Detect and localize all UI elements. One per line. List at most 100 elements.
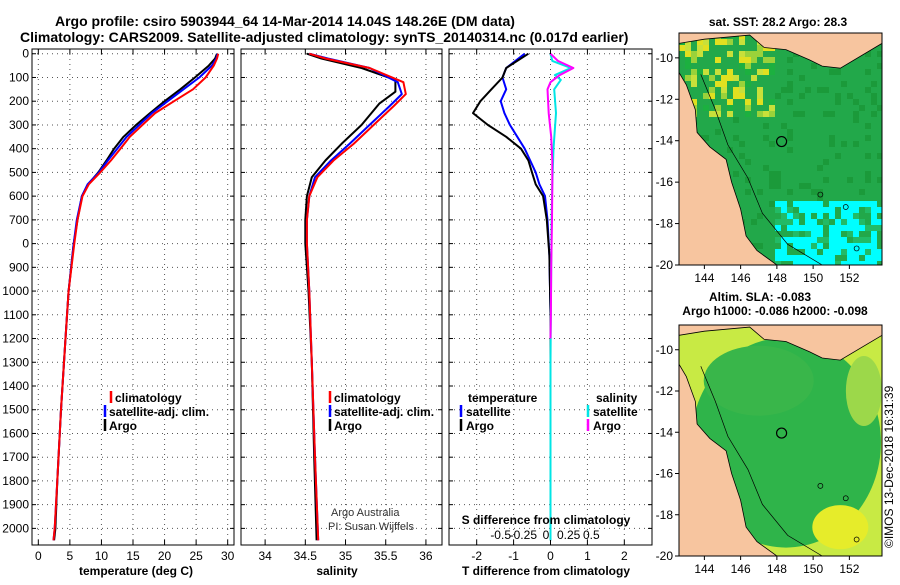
title-line-2: Climatology: CARS2009. Satellite-adjuste… — [20, 29, 628, 45]
sst-cell — [781, 255, 787, 261]
sst-cell — [847, 255, 853, 261]
s-tick-label: -0.25 — [510, 528, 538, 542]
sst-cell — [847, 219, 853, 225]
sst-cell — [829, 243, 835, 249]
sst-cell — [811, 243, 817, 249]
sst-cell — [787, 99, 793, 105]
legend-t-satellite: satellite — [466, 405, 511, 419]
sst-cell — [847, 243, 853, 249]
land-australia — [679, 363, 778, 556]
sst-cell — [745, 189, 751, 195]
sst-cell — [853, 207, 859, 213]
title-line-1: Argo profile: csiro 5903944_64 14-Mar-20… — [55, 13, 515, 29]
sst-cell — [847, 207, 853, 213]
sst-cell — [787, 57, 793, 63]
sst-cell — [847, 225, 853, 231]
sst-cell — [853, 141, 859, 147]
sst-cell — [811, 219, 817, 225]
map-y-tick-label: -16 — [656, 467, 674, 481]
y-tick-label: 900 — [9, 260, 29, 274]
island — [853, 245, 860, 252]
series-line — [52, 53, 220, 541]
sst-cell — [733, 87, 739, 93]
legend-climatology: climatology — [115, 391, 182, 405]
sst-cell — [829, 201, 835, 207]
sst-cell — [829, 141, 835, 147]
sst-cell — [721, 93, 727, 99]
map-y-tick-label: -14 — [656, 134, 674, 148]
series-line — [305, 52, 407, 541]
sst-cell — [859, 219, 865, 225]
sst-cell — [877, 153, 882, 159]
sst-cell — [877, 51, 882, 57]
map-y-tick-label: -10 — [656, 343, 674, 357]
sst-cell — [727, 99, 733, 105]
sst-cell — [781, 249, 787, 255]
sst-cell — [805, 183, 811, 189]
sst-cell — [781, 219, 787, 225]
sst-cell — [871, 231, 877, 237]
sst-cell — [733, 171, 739, 177]
x-tick-label: 25 — [189, 549, 203, 563]
sst-cell — [835, 219, 841, 225]
sst-cell — [757, 69, 763, 75]
sst-cell — [805, 243, 811, 249]
sst-cell — [841, 201, 847, 207]
legend-satellite: satellite-adj. clim. — [334, 405, 434, 419]
legend-climatology: climatology — [334, 391, 401, 405]
sst-cell — [781, 243, 787, 249]
map-x-tick-label: 144 — [694, 562, 714, 576]
x-tick-label: 35 — [339, 549, 353, 563]
temperature-xlabel: temperature (deg C) — [79, 564, 193, 578]
x-tick-label: 35.5 — [374, 549, 398, 563]
sst-cell — [823, 111, 829, 117]
sst-cell — [757, 87, 763, 93]
sst-cell — [877, 255, 882, 261]
sst-cell — [853, 213, 859, 219]
sst-cell — [805, 255, 811, 261]
y-tick-label: 600 — [9, 189, 29, 203]
sst-cell — [847, 177, 853, 183]
sst-cell — [835, 99, 841, 105]
map-y-tick-label: -12 — [656, 384, 674, 398]
sst-map: 144 146 148 150 152 -10 -12 -14 -16 -18 -20 — [656, 32, 883, 285]
sst-cell — [841, 243, 847, 249]
sst-cell — [715, 111, 721, 117]
sst-cell — [871, 249, 877, 255]
sst-cell — [853, 237, 859, 243]
sst-cell — [853, 201, 859, 207]
sst-map-title: sat. SST: 28.2 Argo: 28.3 — [709, 15, 848, 29]
sst-cell — [811, 249, 817, 255]
x-tick-label: 0 — [547, 549, 554, 563]
sst-cell — [841, 213, 847, 219]
y-tick-label: 1300 — [2, 355, 29, 369]
sst-cell — [841, 219, 847, 225]
x-tick-label: -1 — [508, 549, 519, 563]
sst-cell — [697, 51, 703, 57]
sst-cell — [871, 261, 877, 265]
sst-cell — [829, 69, 835, 75]
sst-cell — [817, 261, 823, 265]
sst-cell — [865, 123, 871, 129]
sst-cell — [691, 75, 697, 81]
salinity-xlabel: salinity — [316, 564, 358, 578]
sst-cell — [811, 255, 817, 261]
sst-cell — [799, 225, 805, 231]
sst-cell — [871, 255, 877, 261]
sst-cell — [877, 225, 882, 231]
sst-cell — [859, 189, 865, 195]
island — [817, 191, 824, 198]
sst-cell — [841, 207, 847, 213]
sst-cell — [811, 237, 817, 243]
y-tick-label: 1700 — [2, 450, 29, 464]
sst-cell — [859, 249, 865, 255]
sst-cell — [859, 261, 865, 265]
sst-cell — [685, 45, 691, 51]
sst-cell — [805, 231, 811, 237]
sst-cell — [727, 111, 733, 117]
sst-cell — [787, 255, 793, 261]
sst-cell — [703, 93, 709, 99]
sst-cell — [763, 165, 769, 171]
salinity-panel: 34 34.5 35 35.5 36 — [240, 48, 443, 563]
